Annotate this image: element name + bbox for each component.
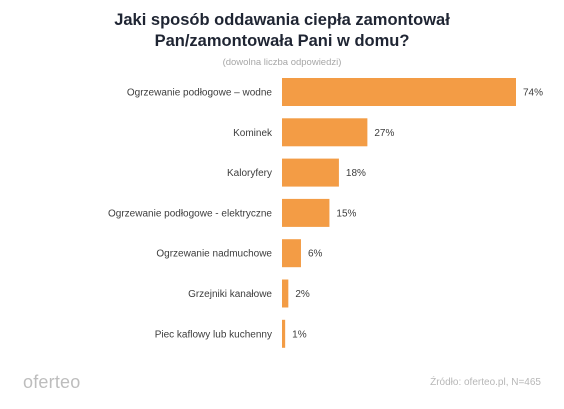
category-label: Ogrzewanie podłogowe – wodne	[127, 88, 273, 99]
chart-title-line-1: Jaki sposób oddawania ciepła zamontował	[114, 11, 450, 29]
chart-subtitle: (dowolna liczba odpowiedzi)	[222, 57, 342, 68]
category-label: Kominek	[233, 128, 273, 139]
bar	[282, 239, 301, 268]
bar	[282, 78, 516, 106]
bar	[282, 118, 368, 147]
chart-title-line-2: Pan/zamontowała Pani w domu?	[154, 32, 410, 50]
category-label: Piec kaflowy lub kuchenny	[155, 329, 272, 340]
category-label: Ogrzewanie nadmuchowe	[156, 249, 272, 260]
value-label: 18%	[346, 168, 366, 179]
bar	[282, 279, 289, 308]
chart-title: Jaki sposób oddawania ciepła zamontował …	[0, 10, 564, 52]
bar	[282, 198, 330, 227]
category-label: Ogrzewanie podłogowe - elektryczne	[108, 208, 272, 219]
source-note: Źródło: oferteo.pl, N=465	[430, 377, 541, 388]
value-label: 15%	[336, 208, 356, 219]
value-label: 1%	[292, 329, 307, 340]
value-label: 27%	[374, 128, 394, 139]
value-label: 6%	[308, 249, 323, 260]
bar	[282, 319, 286, 348]
oferteo-logo: oferteo	[23, 372, 81, 392]
value-label: 74%	[523, 88, 543, 99]
category-label: Kaloryfery	[227, 168, 272, 179]
bar	[282, 158, 339, 187]
value-label: 2%	[295, 289, 310, 300]
category-label: Grzejniki kanałowe	[188, 289, 272, 300]
